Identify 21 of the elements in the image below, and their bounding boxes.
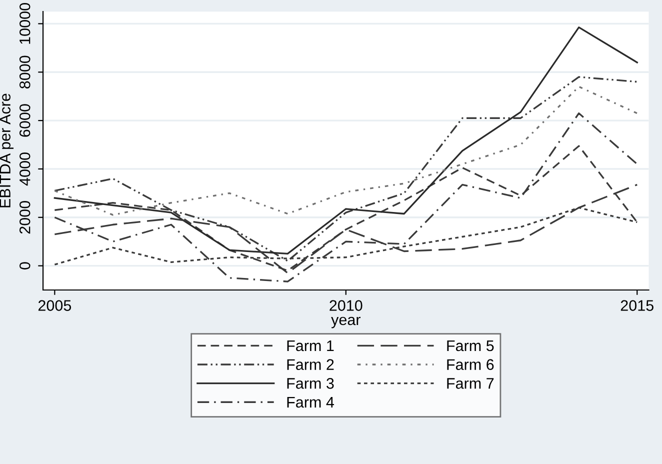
line-series <box>54 86 638 216</box>
y-tick-label: 6000 <box>19 104 30 137</box>
legend-label: Farm 1 <box>287 340 334 352</box>
x-tick-label: 2005 <box>38 300 72 311</box>
y-tick-label: 4000 <box>19 152 30 186</box>
legend-label: Farm 3 <box>287 378 334 389</box>
y-tick-label: 8000 <box>19 56 30 88</box>
x-tick-label: 2015 <box>620 300 654 311</box>
y-tick-label: 10000 <box>19 3 30 44</box>
x-tick-label: 2010 <box>330 300 362 311</box>
legend-label: Farm 5 <box>447 340 494 352</box>
y-tick-label: 0 <box>19 262 30 270</box>
y-tick-label: 2000 <box>19 200 30 234</box>
legend-label: Farm 2 <box>287 359 334 370</box>
legend-label: Farm 6 <box>447 359 494 370</box>
legend-label: Farm 7 <box>447 378 494 389</box>
x-axis-title: year <box>331 316 361 328</box>
line-series <box>54 112 638 282</box>
legend-label: Farm 4 <box>287 396 334 408</box>
line-series <box>54 26 638 255</box>
y-axis-title: EBITDA per Acre <box>0 94 14 208</box>
